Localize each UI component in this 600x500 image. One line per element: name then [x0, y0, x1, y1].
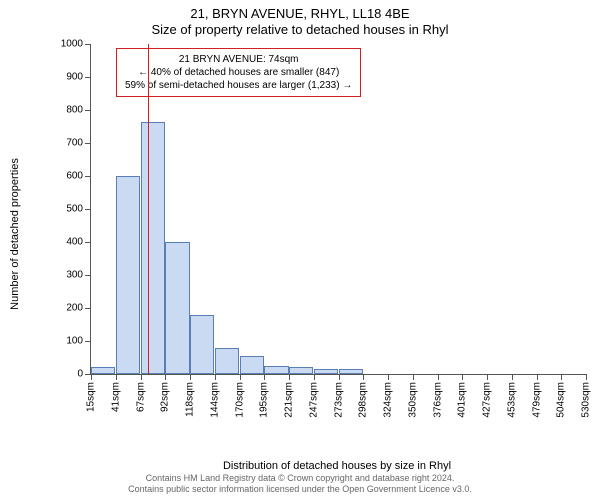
y-tick — [85, 44, 91, 45]
x-tick — [215, 374, 216, 380]
y-tick — [85, 242, 91, 243]
y-tick-label: 100 — [66, 336, 83, 347]
histogram-bar — [116, 176, 140, 374]
x-tick-label: 350sqm — [407, 382, 418, 418]
y-tick — [85, 110, 91, 111]
y-tick — [85, 308, 91, 309]
x-tick-label: 67sqm — [135, 382, 146, 412]
x-tick-label: 530sqm — [581, 382, 592, 418]
x-tick-label: 195sqm — [259, 382, 270, 418]
x-tick — [388, 374, 389, 380]
histogram-bar — [165, 242, 189, 374]
y-tick — [85, 209, 91, 210]
histogram-bar — [91, 367, 115, 374]
x-tick — [116, 374, 117, 380]
x-tick — [289, 374, 290, 380]
property-indicator-line — [148, 44, 149, 374]
histogram-bar — [314, 369, 338, 374]
plot-area: 21 BRYN AVENUE: 74sqm ← 40% of detached … — [90, 44, 586, 375]
x-tick-label: 479sqm — [531, 382, 542, 418]
x-tick-label: 401sqm — [457, 382, 468, 418]
footer-line-2: Contains public sector information licen… — [0, 484, 600, 495]
chart-subtitle: Size of property relative to detached ho… — [0, 22, 600, 38]
y-tick-label: 200 — [66, 303, 83, 314]
y-tick — [85, 275, 91, 276]
footer-attribution: Contains HM Land Registry data © Crown c… — [0, 473, 600, 496]
y-tick-label: 300 — [66, 270, 83, 281]
x-tick-label: 170sqm — [234, 382, 245, 418]
x-tick — [141, 374, 142, 380]
y-tick-label: 700 — [66, 138, 83, 149]
annotation-box: 21 BRYN AVENUE: 74sqm ← 40% of detached … — [116, 48, 361, 97]
x-tick — [190, 374, 191, 380]
y-tick — [85, 77, 91, 78]
annotation-line-2: ← 40% of detached houses are smaller (84… — [125, 66, 352, 79]
x-tick-label: 298sqm — [358, 382, 369, 418]
y-tick-label: 600 — [66, 171, 83, 182]
x-tick — [264, 374, 265, 380]
x-tick-label: 144sqm — [209, 382, 220, 418]
x-tick — [487, 374, 488, 380]
x-tick — [462, 374, 463, 380]
x-tick-label: 118sqm — [185, 382, 196, 417]
x-tick — [561, 374, 562, 380]
x-tick-label: 504sqm — [556, 382, 567, 418]
chart-region: Number of detached properties 21 BRYN AV… — [55, 44, 585, 424]
footer-line-1: Contains HM Land Registry data © Crown c… — [0, 473, 600, 484]
y-tick — [85, 143, 91, 144]
x-tick — [91, 374, 92, 380]
x-tick-label: 273sqm — [333, 382, 344, 418]
x-tick — [438, 374, 439, 380]
x-tick — [512, 374, 513, 380]
x-tick-label: 247sqm — [308, 382, 319, 418]
x-tick-label: 376sqm — [432, 382, 443, 418]
chart-title: 21, BRYN AVENUE, RHYL, LL18 4BE — [0, 0, 600, 22]
histogram-bar — [264, 366, 288, 374]
x-tick-label: 41sqm — [110, 382, 121, 412]
y-tick-label: 400 — [66, 237, 83, 248]
y-axis-label: Number of detached properties — [9, 158, 21, 310]
x-tick — [413, 374, 414, 380]
x-tick — [165, 374, 166, 380]
x-tick — [314, 374, 315, 380]
x-tick-label: 92sqm — [160, 382, 171, 412]
x-tick — [586, 374, 587, 380]
x-tick — [339, 374, 340, 380]
histogram-bar — [141, 122, 165, 374]
x-axis-label: Distribution of detached houses by size … — [223, 460, 451, 472]
y-tick-label: 900 — [66, 72, 83, 83]
x-tick — [363, 374, 364, 380]
annotation-line-1: 21 BRYN AVENUE: 74sqm — [125, 53, 352, 66]
histogram-bar — [190, 315, 214, 374]
annotation-line-3: 59% of semi-detached houses are larger (… — [125, 79, 352, 92]
y-tick — [85, 341, 91, 342]
y-tick-label: 0 — [77, 369, 83, 380]
x-tick-label: 453sqm — [506, 382, 517, 418]
histogram-bar — [215, 348, 239, 374]
y-tick-label: 1000 — [61, 39, 83, 50]
y-tick-label: 500 — [66, 204, 83, 215]
x-tick-label: 15sqm — [86, 382, 97, 412]
x-tick-label: 324sqm — [383, 382, 394, 418]
histogram-bar — [289, 367, 313, 374]
x-tick — [537, 374, 538, 380]
x-tick-label: 427sqm — [482, 382, 493, 418]
y-tick-label: 800 — [66, 105, 83, 116]
histogram-bar — [240, 356, 264, 374]
x-tick-label: 221sqm — [284, 382, 295, 418]
y-tick — [85, 176, 91, 177]
x-tick — [240, 374, 241, 380]
histogram-bar — [339, 369, 363, 374]
